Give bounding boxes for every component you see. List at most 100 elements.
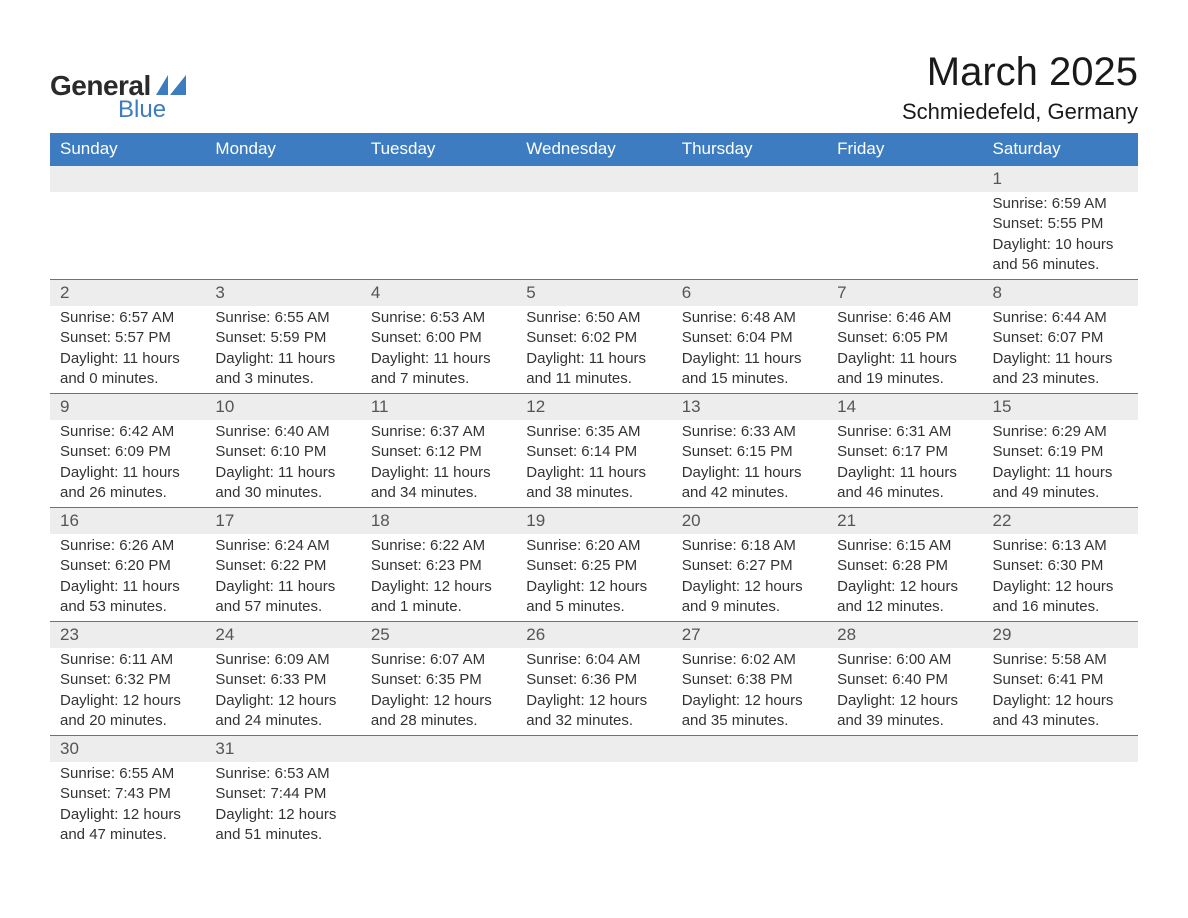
- day-day2: and 57 minutes.: [215, 597, 350, 617]
- page-title: March 2025: [902, 50, 1138, 95]
- day-sunrise: Sunrise: 6:20 AM: [526, 536, 661, 556]
- day-detail: Sunrise: 6:44 AMSunset: 6:07 PMDaylight:…: [983, 306, 1138, 394]
- day-number: 21: [827, 508, 982, 535]
- day-number: 4: [361, 280, 516, 307]
- day-number: 16: [50, 508, 205, 535]
- day-number: [361, 166, 516, 193]
- day-number: 25: [361, 622, 516, 649]
- day-day2: and 35 minutes.: [682, 711, 817, 731]
- day-detail: Sunrise: 6:24 AMSunset: 6:22 PMDaylight:…: [205, 534, 360, 622]
- day-sunrise: Sunrise: 6:04 AM: [526, 650, 661, 670]
- header: General Blue March 2025 Schmiedefeld, Ge…: [50, 50, 1138, 125]
- location-subtitle: Schmiedefeld, Germany: [902, 99, 1138, 125]
- day-number: 5: [516, 280, 671, 307]
- day-day2: and 3 minutes.: [215, 369, 350, 389]
- day-day2: and 15 minutes.: [682, 369, 817, 389]
- day-number: 10: [205, 394, 360, 421]
- day-detail: Sunrise: 6:00 AMSunset: 6:40 PMDaylight:…: [827, 648, 982, 736]
- day-number: 19: [516, 508, 671, 535]
- day-sunset: Sunset: 6:05 PM: [837, 328, 972, 348]
- day-sunset: Sunset: 6:22 PM: [215, 556, 350, 576]
- day-number: [672, 736, 827, 763]
- day-day2: and 5 minutes.: [526, 597, 661, 617]
- week-daynum-row: 1: [50, 166, 1138, 193]
- day-detail: Sunrise: 6:57 AMSunset: 5:57 PMDaylight:…: [50, 306, 205, 394]
- day-number: [983, 736, 1138, 763]
- day-detail: Sunrise: 6:02 AMSunset: 6:38 PMDaylight:…: [672, 648, 827, 736]
- dow-tuesday: Tuesday: [361, 133, 516, 166]
- day-number: [827, 166, 982, 193]
- day-day2: and 47 minutes.: [60, 825, 195, 845]
- day-day2: and 7 minutes.: [371, 369, 506, 389]
- day-number: 1: [983, 166, 1138, 193]
- day-sunrise: Sunrise: 6:33 AM: [682, 422, 817, 442]
- day-detail: Sunrise: 6:35 AMSunset: 6:14 PMDaylight:…: [516, 420, 671, 508]
- dow-sunday: Sunday: [50, 133, 205, 166]
- day-number: [516, 166, 671, 193]
- day-sunset: Sunset: 6:10 PM: [215, 442, 350, 462]
- day-day2: and 28 minutes.: [371, 711, 506, 731]
- dow-monday: Monday: [205, 133, 360, 166]
- day-detail: Sunrise: 6:53 AMSunset: 7:44 PMDaylight:…: [205, 762, 360, 849]
- day-day1: Daylight: 11 hours: [60, 463, 195, 483]
- week-daynum-row: 23242526272829: [50, 622, 1138, 649]
- day-day1: Daylight: 12 hours: [526, 577, 661, 597]
- day-detail: Sunrise: 6:46 AMSunset: 6:05 PMDaylight:…: [827, 306, 982, 394]
- day-sunrise: Sunrise: 6:00 AM: [837, 650, 972, 670]
- day-sunrise: Sunrise: 6:15 AM: [837, 536, 972, 556]
- week-detail-row: Sunrise: 6:55 AMSunset: 7:43 PMDaylight:…: [50, 762, 1138, 849]
- dow-saturday: Saturday: [983, 133, 1138, 166]
- week-daynum-row: 2345678: [50, 280, 1138, 307]
- day-sunset: Sunset: 6:02 PM: [526, 328, 661, 348]
- day-of-week-row: Sunday Monday Tuesday Wednesday Thursday…: [50, 133, 1138, 166]
- day-number: [672, 166, 827, 193]
- day-sunset: Sunset: 6:15 PM: [682, 442, 817, 462]
- day-day1: Daylight: 12 hours: [993, 577, 1128, 597]
- day-detail: Sunrise: 6:48 AMSunset: 6:04 PMDaylight:…: [672, 306, 827, 394]
- day-number: 17: [205, 508, 360, 535]
- day-sunset: Sunset: 6:12 PM: [371, 442, 506, 462]
- day-sunset: Sunset: 6:40 PM: [837, 670, 972, 690]
- day-sunrise: Sunrise: 6:37 AM: [371, 422, 506, 442]
- day-sunrise: Sunrise: 6:18 AM: [682, 536, 817, 556]
- day-number: 6: [672, 280, 827, 307]
- day-day2: and 19 minutes.: [837, 369, 972, 389]
- day-day1: Daylight: 11 hours: [215, 463, 350, 483]
- week-daynum-row: 3031: [50, 736, 1138, 763]
- day-detail: [516, 192, 671, 280]
- day-detail: Sunrise: 6:26 AMSunset: 6:20 PMDaylight:…: [50, 534, 205, 622]
- week-daynum-row: 16171819202122: [50, 508, 1138, 535]
- day-sunrise: Sunrise: 6:29 AM: [993, 422, 1128, 442]
- day-detail: Sunrise: 5:58 AMSunset: 6:41 PMDaylight:…: [983, 648, 1138, 736]
- day-number: [50, 166, 205, 193]
- day-number: 30: [50, 736, 205, 763]
- day-sunrise: Sunrise: 6:35 AM: [526, 422, 661, 442]
- day-number: 26: [516, 622, 671, 649]
- day-number: 2: [50, 280, 205, 307]
- day-detail: Sunrise: 6:50 AMSunset: 6:02 PMDaylight:…: [516, 306, 671, 394]
- day-detail: Sunrise: 6:04 AMSunset: 6:36 PMDaylight:…: [516, 648, 671, 736]
- day-day2: and 43 minutes.: [993, 711, 1128, 731]
- day-day2: and 51 minutes.: [215, 825, 350, 845]
- day-day1: Daylight: 12 hours: [215, 805, 350, 825]
- day-sunrise: Sunrise: 6:44 AM: [993, 308, 1128, 328]
- day-number: 18: [361, 508, 516, 535]
- day-day1: Daylight: 11 hours: [682, 463, 817, 483]
- day-day1: Daylight: 12 hours: [837, 691, 972, 711]
- day-day2: and 23 minutes.: [993, 369, 1128, 389]
- day-number: 20: [672, 508, 827, 535]
- day-number: 23: [50, 622, 205, 649]
- dow-thursday: Thursday: [672, 133, 827, 166]
- day-day1: Daylight: 11 hours: [837, 463, 972, 483]
- day-day2: and 30 minutes.: [215, 483, 350, 503]
- day-number: 7: [827, 280, 982, 307]
- day-sunrise: Sunrise: 6:50 AM: [526, 308, 661, 328]
- day-day1: Daylight: 12 hours: [682, 577, 817, 597]
- day-sunrise: Sunrise: 6:55 AM: [215, 308, 350, 328]
- day-detail: [361, 762, 516, 849]
- day-sunrise: Sunrise: 6:53 AM: [371, 308, 506, 328]
- logo: General Blue: [50, 70, 186, 124]
- day-sunrise: Sunrise: 6:31 AM: [837, 422, 972, 442]
- day-sunset: Sunset: 6:25 PM: [526, 556, 661, 576]
- day-sunrise: Sunrise: 6:24 AM: [215, 536, 350, 556]
